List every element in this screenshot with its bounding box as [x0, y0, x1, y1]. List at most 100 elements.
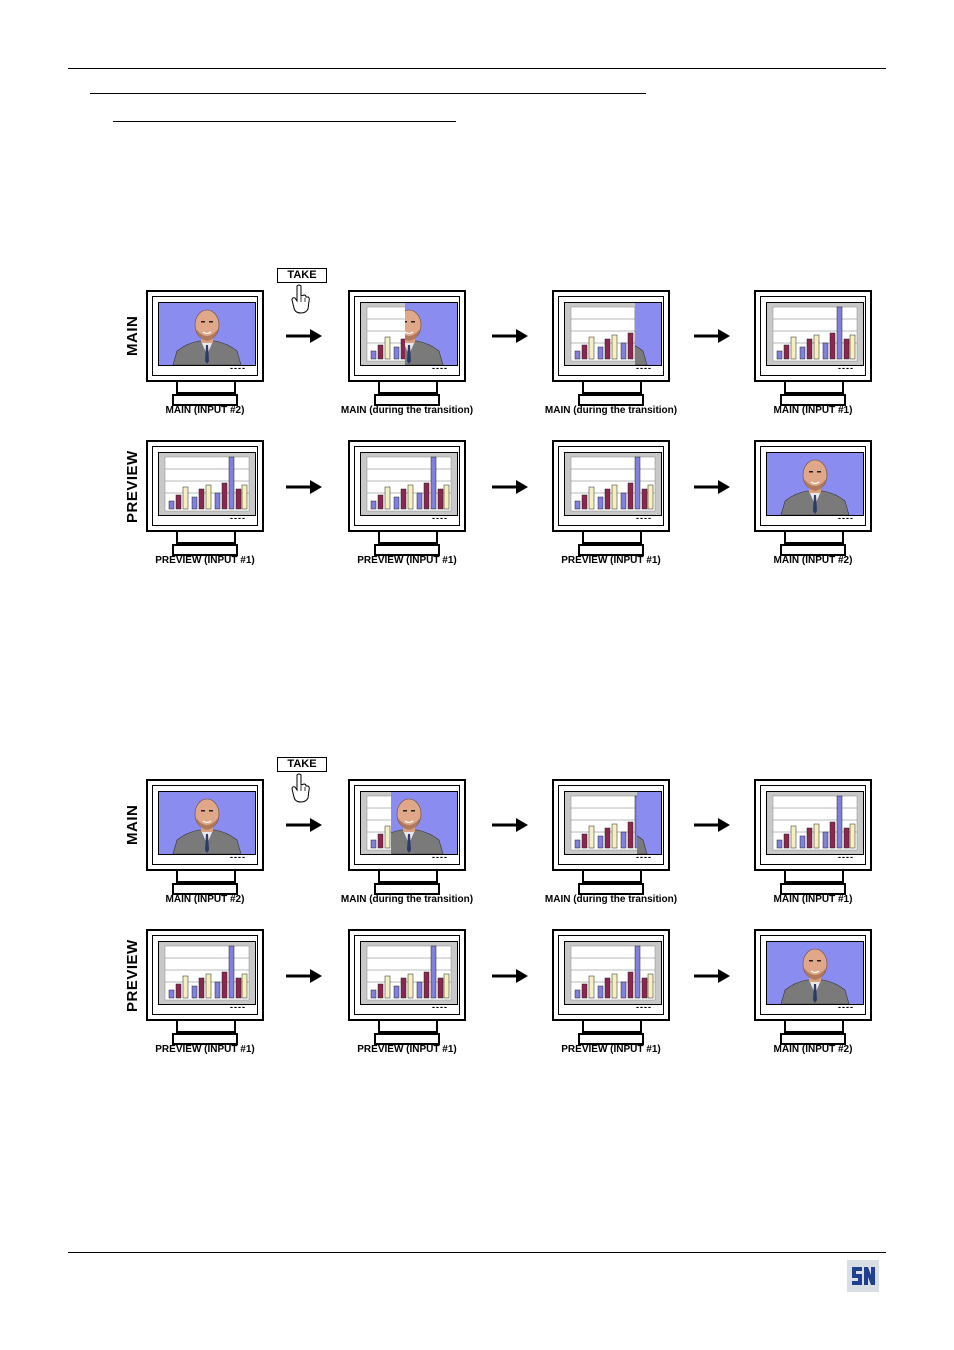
right-arrow-icon [286, 480, 322, 494]
bar-chart-image [565, 303, 635, 365]
monitor-bezel: ---- [348, 440, 466, 532]
right-arrow-icon [492, 329, 528, 343]
monitor-caption: PREVIEW (INPUT #1) [155, 555, 255, 566]
monitor-preview-0: ---- [146, 929, 264, 1051]
monitor-caption: MAIN (during the transition) [340, 405, 474, 416]
monitor-neck [784, 871, 844, 883]
monitor-caption: MAIN (INPUT #2) [165, 405, 245, 416]
monitor-caption: MAIN (INPUT #2) [165, 894, 245, 905]
bar-chart-image [767, 303, 863, 365]
monitor-preview-3: ---- [754, 440, 872, 562]
monitor-base [172, 883, 238, 895]
take-button: TAKE [277, 757, 327, 772]
monitor-base [374, 1033, 440, 1045]
monitor-screen [766, 791, 864, 855]
transition-diagram-2: TAKE MAIN PREVIEW ---- MAIN (INPUT #2) ---… [122, 757, 874, 1061]
monitor-caption: MAIN (during the transition) [544, 405, 678, 416]
right-arrow-icon [492, 969, 528, 983]
monitor-bezel: ---- [146, 779, 264, 871]
right-arrow-icon [492, 480, 528, 494]
screen-marker: ---- [838, 852, 854, 862]
monitor-caption: PREVIEW (INPUT #1) [357, 1044, 457, 1055]
monitor-bezel: ---- [146, 440, 264, 532]
monitor-bezel-inner [760, 296, 866, 376]
monitor-neck [582, 382, 642, 394]
monitor-preview-2: ---- [552, 929, 670, 1051]
bar-chart-image [565, 792, 637, 854]
monitor-base [172, 1033, 238, 1045]
monitor-bezel: ---- [146, 929, 264, 1021]
screen-marker: ---- [432, 1002, 448, 1012]
bar-chart-image [565, 942, 661, 1004]
monitor-base [780, 544, 846, 556]
row-label-preview: PREVIEW [124, 939, 141, 1012]
monitor-bezel-inner [152, 785, 258, 865]
header-rule [68, 68, 886, 69]
screen-marker: ---- [230, 1002, 246, 1012]
screen-marker: ---- [432, 852, 448, 862]
monitor-neck [784, 382, 844, 394]
monitor-main-2: ---- [552, 779, 670, 901]
screen-marker: ---- [230, 363, 246, 373]
monitor-caption: MAIN (INPUT #1) [773, 405, 853, 416]
monitor-bezel: ---- [348, 929, 466, 1021]
right-arrow-icon [286, 969, 322, 983]
monitor-preview-3: ---- [754, 929, 872, 1051]
right-arrow-icon [492, 818, 528, 832]
monitor-caption: PREVIEW (INPUT #1) [155, 1044, 255, 1055]
screen-marker: ---- [838, 513, 854, 523]
monitor-neck [784, 532, 844, 544]
monitor-preview-2: ---- [552, 440, 670, 562]
monitor-base [578, 544, 644, 556]
monitor-main-3: ---- [754, 290, 872, 412]
screen-marker: ---- [432, 363, 448, 373]
monitor-bezel-inner [558, 296, 664, 376]
monitor-screen [766, 941, 864, 1005]
subsection-heading-underline [113, 121, 456, 122]
monitor-screen [158, 791, 256, 855]
screen-marker: ---- [838, 1002, 854, 1012]
monitor-bezel-inner [354, 446, 460, 526]
monitor-neck [582, 532, 642, 544]
monitor-bezel: ---- [552, 290, 670, 382]
monitor-main-2: ---- [552, 290, 670, 412]
monitor-caption: MAIN (INPUT #2) [773, 1044, 853, 1055]
monitor-base [374, 544, 440, 556]
monitor-caption: PREVIEW (INPUT #1) [357, 555, 457, 566]
monitor-bezel: ---- [552, 440, 670, 532]
bar-chart-image [565, 453, 661, 515]
monitor-preview-0: ---- [146, 440, 264, 562]
portrait-image [159, 303, 255, 365]
monitor-screen [766, 302, 864, 366]
monitor-main-1: ---- [348, 290, 466, 412]
monitor-neck [582, 1021, 642, 1033]
monitor-screen [158, 302, 256, 366]
monitor-base [172, 394, 238, 406]
monitor-bezel: ---- [348, 290, 466, 382]
monitor-screen [360, 302, 458, 366]
monitor-bezel: ---- [754, 929, 872, 1021]
portrait-image [767, 453, 863, 515]
monitor-caption: PREVIEW (INPUT #1) [561, 1044, 661, 1055]
bar-chart-image [767, 792, 863, 854]
monitor-screen [360, 452, 458, 516]
monitor-neck [378, 1021, 438, 1033]
screen-marker: ---- [838, 363, 854, 373]
monitor-bezel: ---- [348, 779, 466, 871]
monitor-bezel-inner [760, 785, 866, 865]
row-label-main: MAIN [124, 315, 141, 356]
company-logo-icon [847, 1260, 879, 1292]
monitor-neck [176, 532, 236, 544]
monitor-preview-1: ---- [348, 929, 466, 1051]
monitor-bezel: ---- [754, 440, 872, 532]
footer-rule [68, 1252, 886, 1253]
monitor-neck [378, 871, 438, 883]
bar-chart-image [361, 303, 405, 365]
screen-marker: ---- [636, 363, 652, 373]
portrait-image [767, 942, 863, 1004]
monitor-neck [378, 532, 438, 544]
monitor-screen [564, 941, 662, 1005]
monitor-screen [360, 941, 458, 1005]
screen-marker: ---- [230, 513, 246, 523]
screen-marker: ---- [636, 852, 652, 862]
